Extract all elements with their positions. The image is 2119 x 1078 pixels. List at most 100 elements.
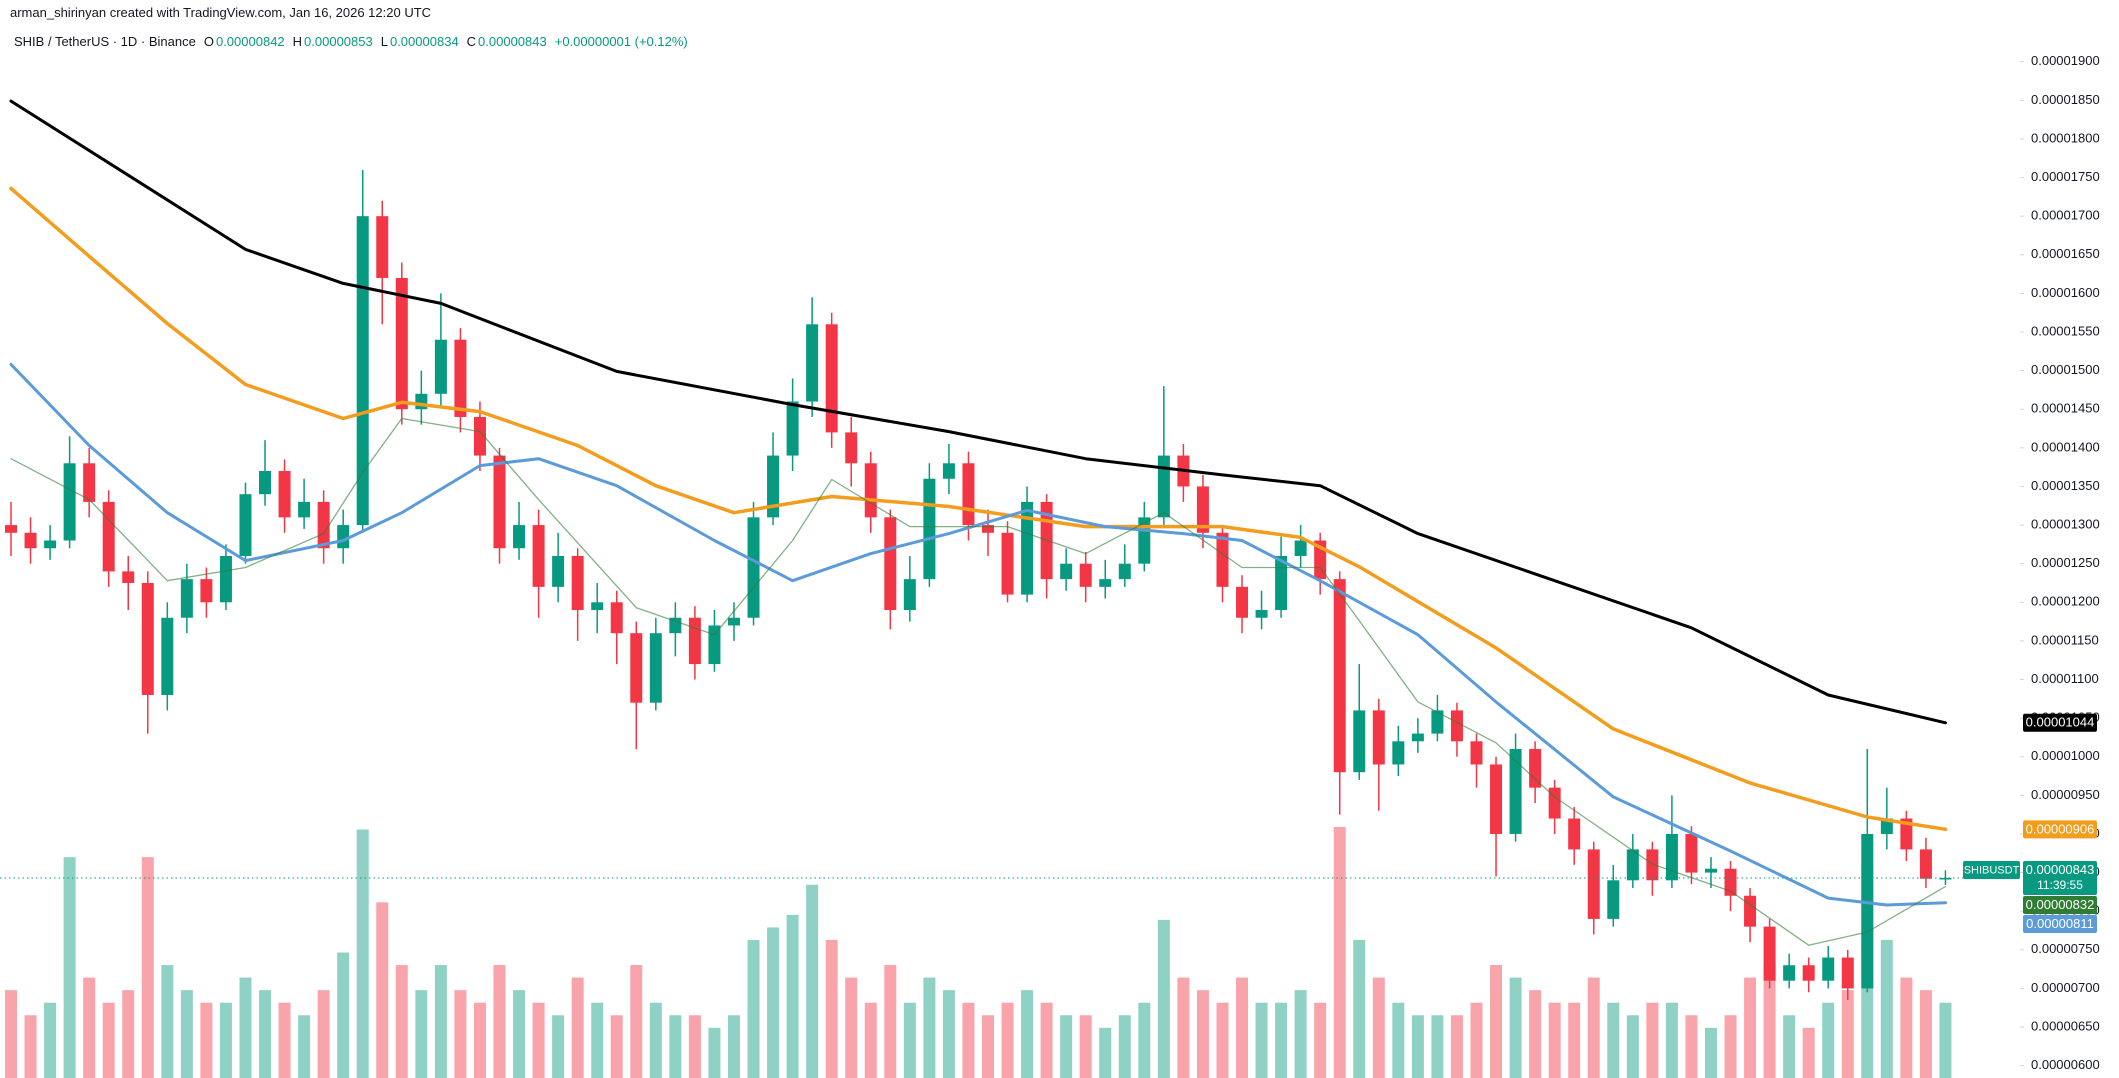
- candle-body: [1646, 849, 1659, 881]
- candle-body: [1353, 710, 1366, 773]
- volume-bar: [161, 965, 174, 1078]
- candle-body: [1490, 764, 1503, 834]
- volume-bar: [767, 927, 780, 1078]
- volume-bar: [1802, 1027, 1815, 1078]
- candle-body: [1529, 749, 1542, 788]
- y-tick-label: 0.00001700: [2031, 208, 2100, 223]
- ma-line: [10, 417, 1947, 946]
- y-tick-label: 0.00001900: [2031, 53, 2100, 68]
- candle-body: [1157, 455, 1170, 518]
- volume-bar: [24, 1015, 37, 1078]
- volume-bar: [219, 1002, 232, 1078]
- price-tag-label: 0.00001044: [2026, 715, 2095, 730]
- volume-bar: [727, 1015, 740, 1078]
- legend-change: +0.00000001 (+0.12%): [554, 34, 688, 49]
- y-tick-label: 0.00000650: [2031, 1018, 2100, 1033]
- volume-bar: [610, 1015, 623, 1078]
- volume-bar: [688, 1015, 701, 1078]
- candle-body: [473, 416, 486, 456]
- candle-body: [532, 525, 545, 587]
- volume-bar: [962, 1002, 975, 1078]
- candle-body: [1294, 540, 1307, 556]
- candle-body: [239, 494, 252, 556]
- y-tick-label: 0.00001150: [2031, 632, 2099, 647]
- volume-bar: [1763, 965, 1776, 1078]
- candle-body: [1900, 818, 1913, 850]
- candle-body: [1001, 532, 1014, 595]
- volume-bar: [1118, 1015, 1131, 1078]
- candle-body: [571, 555, 584, 611]
- countdown-label: 11:39:55: [2037, 878, 2083, 892]
- y-tick-label: 0.00001300: [2031, 517, 2100, 532]
- candle-body: [1724, 868, 1737, 896]
- y-tick-label: 0.00001350: [2031, 478, 2100, 493]
- volume-bar: [571, 977, 584, 1078]
- volume-bar: [1783, 1015, 1796, 1078]
- candle-body: [1509, 749, 1522, 834]
- volume-bar: [1138, 1002, 1151, 1078]
- y-tick-label: 0.00001750: [2031, 169, 2100, 184]
- candle-body: [1470, 741, 1483, 765]
- candle-body: [415, 393, 428, 410]
- candle-body: [180, 579, 193, 618]
- symbol-tag-label: SHIBUSDT: [1964, 864, 2020, 876]
- volume-bar: [747, 939, 760, 1078]
- price-tag-label: 0.00000906: [2026, 821, 2095, 836]
- volume-bar: [1372, 977, 1385, 1078]
- candle-body: [923, 478, 936, 580]
- price-tag: [2023, 820, 2097, 839]
- volume-bar: [1607, 1002, 1620, 1078]
- y-tick-label: 0.00001200: [2031, 594, 2100, 609]
- candle-body: [356, 216, 369, 526]
- legend-value: 0.00000834: [389, 34, 459, 49]
- candle-body: [982, 525, 994, 533]
- ma-line: [9, 186, 1948, 832]
- candle-body: [1939, 877, 1952, 880]
- volume-bar: [1353, 939, 1366, 1078]
- ma-line: [9, 99, 1947, 725]
- volume-bar: [1314, 1002, 1327, 1078]
- volume-bar: [1490, 965, 1503, 1078]
- candle-body: [1587, 849, 1600, 919]
- volume-bar: [239, 977, 252, 1078]
- volume-bar: [1939, 1002, 1952, 1078]
- volume-bar: [1177, 977, 1190, 1078]
- candle-body: [219, 555, 232, 603]
- candle-layer: [5, 169, 1952, 1001]
- candle-body: [1431, 710, 1444, 734]
- volume-bar: [1724, 1015, 1737, 1078]
- price-tag: [2023, 860, 2097, 895]
- candle-body: [1841, 957, 1854, 989]
- volume-bar: [1880, 939, 1893, 1078]
- volume-bar: [1392, 1002, 1405, 1078]
- ma-line: [9, 362, 1947, 907]
- volume-bar: [649, 1002, 662, 1078]
- volume-bar: [630, 965, 643, 1078]
- candle-body: [298, 501, 311, 518]
- volume-bar: [493, 965, 506, 1078]
- candle-body: [1861, 833, 1874, 989]
- candle-body: [434, 339, 447, 394]
- y-tick-label: 0.00000750: [2031, 941, 2100, 956]
- volume-layer: [5, 827, 1952, 1078]
- y-tick-label: 0.00001100: [2031, 671, 2099, 686]
- volume-bar: [708, 1027, 721, 1078]
- candle-body: [630, 633, 643, 703]
- candle-body: [24, 532, 37, 549]
- volume-bar: [395, 965, 408, 1078]
- y-tick-label: 0.00000600: [2031, 1057, 2100, 1072]
- volume-bar: [298, 1015, 311, 1078]
- candle-body: [337, 525, 350, 549]
- legend-key: O: [203, 34, 214, 49]
- candle-body: [708, 625, 721, 665]
- volume-bar: [63, 857, 76, 1078]
- candle-body: [1021, 501, 1034, 595]
- candle-body: [1216, 532, 1229, 587]
- y-tick-label: 0.00001600: [2031, 285, 2100, 300]
- candle-body: [395, 277, 408, 410]
- volume-bar: [825, 939, 838, 1078]
- candle-body: [1548, 787, 1561, 819]
- candle-body: [825, 324, 838, 433]
- volume-bar: [903, 1002, 916, 1078]
